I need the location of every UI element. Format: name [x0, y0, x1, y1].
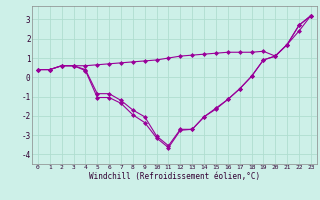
X-axis label: Windchill (Refroidissement éolien,°C): Windchill (Refroidissement éolien,°C): [89, 172, 260, 181]
